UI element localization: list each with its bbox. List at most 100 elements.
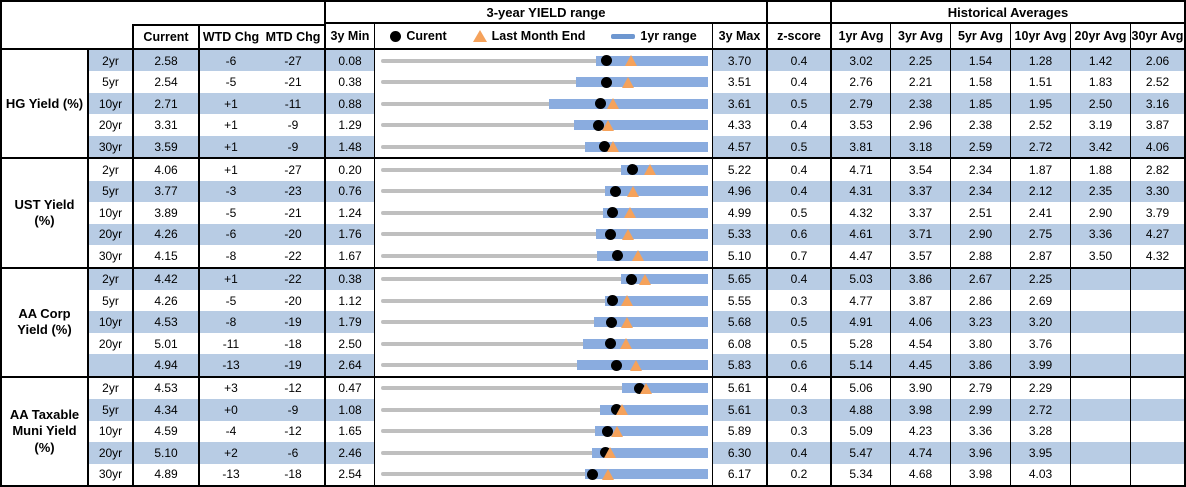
last-month-triangle: [606, 98, 619, 110]
cell-avg-1yr: 4.77: [830, 289, 890, 312]
cell-3y-max: 5.65: [712, 268, 766, 290]
range-track-3y: [381, 189, 708, 194]
range-track-3y: [381, 386, 708, 391]
cell-avg-10yr: 1.87: [1010, 159, 1070, 181]
current-dot: [611, 359, 623, 371]
cell-tenor: 5yr: [87, 71, 132, 93]
cell-tenor: 30yr: [87, 135, 132, 158]
range-bar-1yr: [582, 338, 708, 349]
cell-tenor: 2yr: [87, 50, 132, 72]
cell-current: 4.15: [132, 245, 198, 267]
cell-avg-30yr: [1130, 332, 1184, 355]
range-track-3y: [381, 363, 708, 368]
cell-avg-1yr: 4.88: [830, 399, 890, 421]
current-dot: [598, 141, 610, 153]
table-row: 5yr 3.77 -3 -23 0.76 4.96 0.4 4.31 3.37 2.34 2.12 2…: [87, 180, 1184, 203]
table-row: 2yr 4.53 +3 -12 0.47 5.61 0.4 5.06 3.90 2.79 2.29: [87, 377, 1184, 400]
col-header-1yr-avg: 1yr Avg: [830, 24, 890, 48]
cell-tenor: 10yr: [87, 92, 132, 115]
cell-avg-3yr: 3.86: [890, 268, 950, 290]
cell-wtd-chg: +1: [198, 92, 262, 115]
group-label: AA Corp Yield (%): [2, 268, 87, 376]
cell-current: 5.01: [132, 332, 198, 355]
cell-3y-max: 4.33: [712, 114, 766, 136]
range-track-3y: [381, 429, 708, 434]
cell-avg-5yr: 2.59: [950, 135, 1010, 158]
cell-avg-3yr: 4.23: [890, 420, 950, 443]
cell-mtd-chg: -20: [284, 293, 302, 308]
cell-wtd-chg: -13: [198, 354, 262, 376]
cell-avg-20yr: 1.88: [1070, 159, 1130, 181]
cell-avg-5yr: 2.51: [950, 202, 1010, 224]
cell-avg-3yr: 4.74: [890, 442, 950, 464]
last-month-triangle: [626, 185, 639, 197]
cell-current: 4.59: [132, 420, 198, 443]
last-month-triangle: [616, 404, 629, 416]
group-label: AA Taxable Muni Yield (%): [2, 377, 87, 485]
current-dot: [594, 98, 606, 110]
chart-cell: [374, 180, 712, 203]
cell-z-score: 0.5: [766, 92, 830, 115]
chart-cell: [374, 377, 712, 400]
current-dot: [587, 468, 599, 480]
cell-avg-30yr: 2.52: [1130, 71, 1184, 93]
cell-3y-max: 6.30: [712, 442, 766, 464]
col-header-z-score: z-score: [766, 24, 830, 48]
cell-z-score: 0.5: [766, 135, 830, 158]
cell-avg-30yr: [1130, 420, 1184, 443]
table-row: 10yr 2.71 +1 -11 0.88 3.61 0.5 2.79 2.38 1.85 1.95…: [87, 92, 1184, 115]
cell-avg-1yr: 5.28: [830, 332, 890, 355]
legend-item-last-month: Last Month End: [472, 29, 585, 43]
range-track-3y: [381, 277, 708, 282]
range-track-3y: [381, 472, 708, 477]
cell-avg-20yr: [1070, 377, 1130, 400]
cell-wtd-chg: +2: [198, 442, 262, 464]
cell-avg-3yr: 3.71: [890, 223, 950, 246]
cell-avg-30yr: [1130, 442, 1184, 464]
cell-avg-5yr: 2.38: [950, 114, 1010, 136]
cell-avg-3yr: 4.68: [890, 463, 950, 486]
cell-3y-min: 2.46: [324, 442, 374, 464]
cell-tenor: 5yr: [87, 399, 132, 421]
cell-z-score: 0.4: [766, 50, 830, 72]
cell-avg-1yr: 5.14: [830, 354, 890, 376]
cell-current: 4.94: [132, 354, 198, 376]
cell-3y-max: 5.61: [712, 377, 766, 400]
cell-3y-max: 3.61: [712, 92, 766, 115]
cell-tenor: 30yr: [87, 245, 132, 267]
current-dot: [604, 338, 616, 350]
last-month-triangle: [640, 382, 653, 394]
cell-avg-30yr: [1130, 377, 1184, 400]
col-header-wtd: WTD Chg: [202, 30, 260, 44]
range-bar-1yr: [585, 141, 708, 152]
range-bar-1yr: [592, 447, 708, 458]
cell-avg-10yr: 2.29: [1010, 377, 1070, 400]
chart-cell: [374, 268, 712, 290]
cell-wtd-chg: -13: [198, 463, 262, 486]
cell-3y-min: 1.79: [324, 311, 374, 333]
chart-cell: [374, 245, 712, 267]
cell-avg-3yr: 3.37: [890, 202, 950, 224]
header-spacer: [2, 2, 324, 24]
cell-avg-1yr: 5.06: [830, 377, 890, 400]
group-rows: 2yr 2.58 -6 -27 0.08 3.70 0.4 3.02 2.25 1.54 1.28 1…: [87, 50, 1184, 158]
cell-mtd-chg: -18: [284, 467, 302, 482]
col-header-30yr-avg: 30yr Avg: [1130, 24, 1184, 48]
cell-avg-10yr: 2.75: [1010, 223, 1070, 246]
current-dot: [626, 164, 638, 176]
cell-avg-20yr: [1070, 463, 1130, 486]
cell-mtd-chg: -20: [262, 223, 324, 246]
legend-1yr-range-label: 1yr range: [640, 29, 697, 43]
chart-cell: [374, 289, 712, 312]
col-header-3y-min: 3y Min: [324, 24, 374, 48]
yield-group: HG Yield (%) 2yr 2.58 -6 -27 0.08 3.70 0.4 3.02 2…: [2, 50, 1184, 158]
cell-avg-3yr: 4.06: [890, 311, 950, 333]
cell-3y-min: 1.48: [324, 135, 374, 158]
cell-avg-30yr: [1130, 399, 1184, 421]
group-label: UST Yield (%): [2, 159, 87, 267]
range-bar-1yr: [595, 426, 708, 437]
cell-wtd-chg: +1: [198, 159, 262, 181]
cell-3y-min: 1.76: [324, 223, 374, 246]
cell-z-score: 0.3: [766, 289, 830, 312]
cell-avg-5yr: 1.85: [950, 92, 1010, 115]
